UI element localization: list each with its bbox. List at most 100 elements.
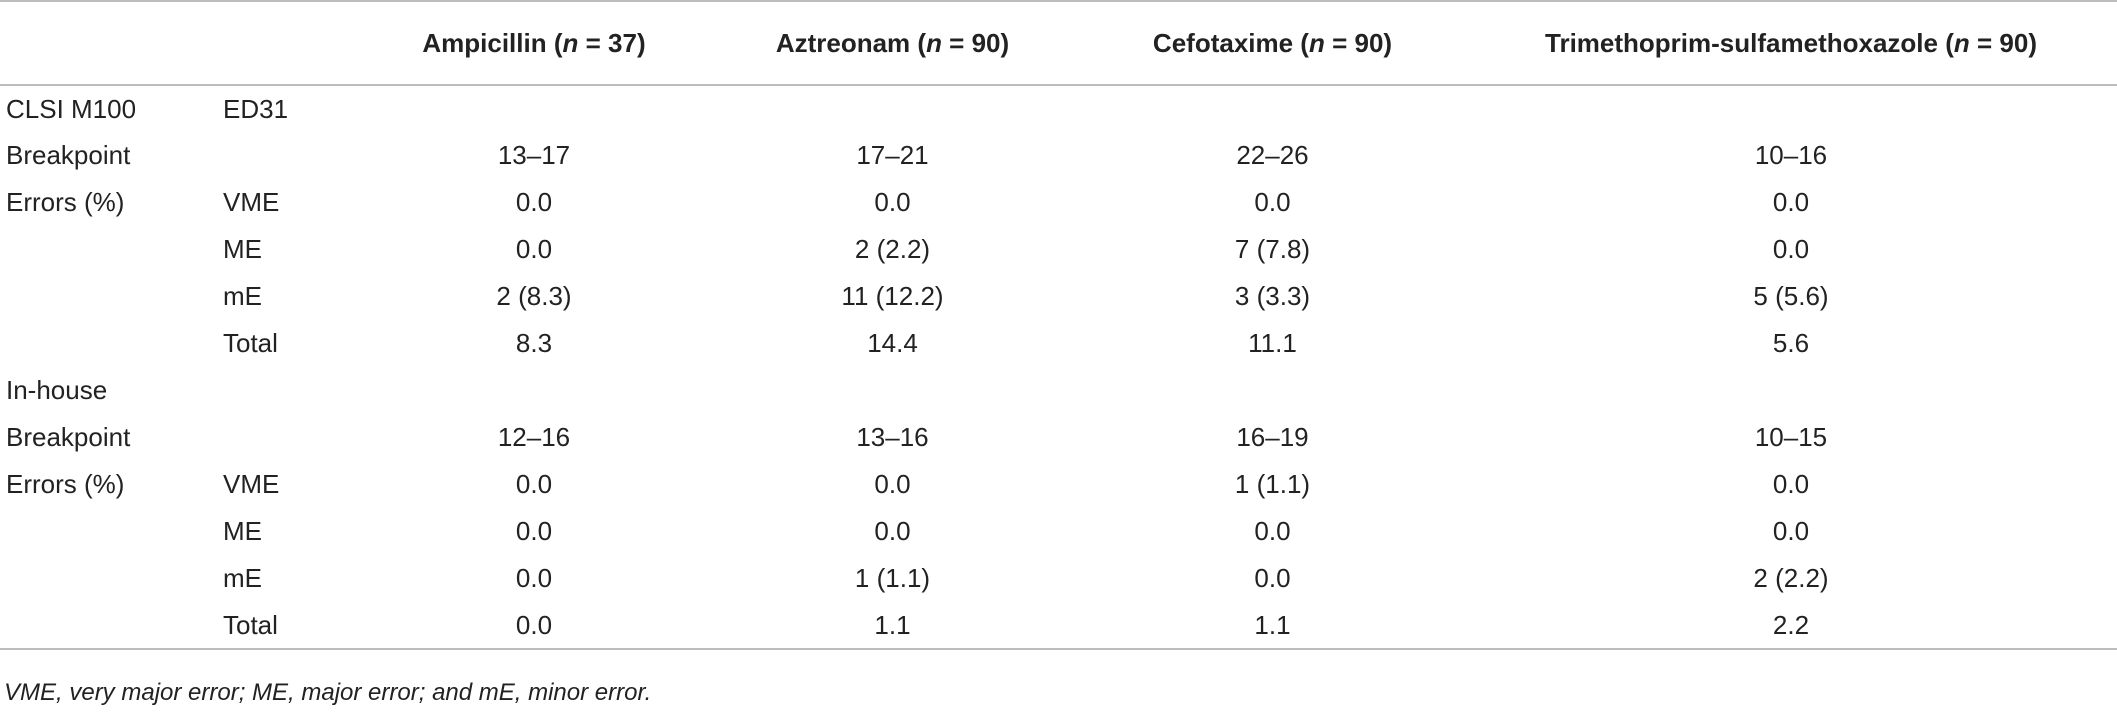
table-header: Ampicillin (n = 37) Aztreonam (n = 90) Cef… (0, 0, 2117, 86)
row-sub-label: VME (223, 469, 280, 499)
column-header: Cefotaxime (n = 90) (1080, 0, 1465, 86)
table-cell: 10–15 (1754, 422, 1828, 452)
row-section-label (0, 555, 223, 602)
table-cell: 0.0 (1772, 187, 1810, 217)
table-cell: 1.1 (1080, 602, 1465, 650)
table-cell: 0.0 (1254, 563, 1291, 593)
column-header-name: Cefotaxime (1152, 27, 1294, 58)
table-cell (1080, 85, 1465, 132)
table-row: Breakpoint 12–16 13–16 16–19 10–15 (0, 414, 2117, 461)
table-cell: 13–17 (497, 140, 571, 170)
column-header: Ampicillin (n = 37) (363, 0, 705, 86)
column-header-n-value: = 37) (578, 27, 646, 58)
table-cell: 1 (1.1) (854, 563, 931, 593)
table-cell: 0.0 (363, 602, 705, 650)
row-section-label (0, 602, 223, 650)
column-header-name: Trimethoprim-sulfamethoxazole (1545, 27, 1938, 58)
header-blank-section (0, 0, 223, 86)
table-cell: 0.0 (874, 469, 911, 499)
row-sub-label (223, 367, 363, 414)
column-header-n-symbol: n (1308, 27, 1325, 58)
table-cell (705, 85, 1080, 132)
table-footnote: VME, very major error; ME, major error; … (4, 679, 652, 706)
table-row: Errors (%) VME 0.0 0.0 0.0 0.0 (0, 179, 2117, 226)
table-cell: 0.0 (1772, 469, 1810, 499)
table-row: Total 8.3 14.4 11.1 5.6 (0, 320, 2117, 367)
header-blank-sub (223, 0, 363, 86)
table-cell (363, 367, 705, 414)
column-header-n-value: = 90) (1324, 27, 1393, 58)
row-sub-label (223, 132, 363, 179)
table-cell: 0.0 (515, 187, 553, 217)
table-cell: 1.1 (705, 602, 1080, 650)
table-cell: 16–19 (1236, 422, 1309, 452)
table-cell: 3 (3.3) (1234, 281, 1311, 311)
table-row: Errors (%) VME 0.0 0.0 1 (1.1) 0.0 (0, 461, 2117, 508)
table-cell: 0.0 (1254, 187, 1291, 217)
table-cell: 1 (1.1) (1234, 469, 1311, 499)
table-cell: 2 (2.2) (1753, 563, 1829, 593)
results-table: Ampicillin (n = 37) Aztreonam (n = 90) Cef… (0, 0, 2117, 650)
column-header-paren-open: ( (1293, 27, 1309, 58)
table-cell: 0.0 (515, 469, 553, 499)
table-row: Total 0.0 1.1 1.1 2.2 (0, 602, 2117, 650)
column-header-name: Ampicillin (422, 27, 547, 58)
table-cell (363, 85, 705, 132)
table-row: mE 2 (8.3) 11 (12.2) 3 (3.3) 5 (5.6) (0, 273, 2117, 320)
row-sub-label: ME (223, 516, 262, 546)
table-cell: 0.0 (515, 234, 553, 264)
table-cell: 14.4 (867, 328, 918, 358)
row-sub-label: mE (223, 563, 262, 593)
row-sub-label: VME (223, 187, 280, 217)
table-row: ME 0.0 0.0 0.0 0.0 (0, 508, 2117, 555)
row-sub-label: mE (223, 281, 262, 311)
column-header: Aztreonam (n = 90) (705, 0, 1080, 86)
table-cell (1465, 367, 2117, 414)
row-section-label: Errors (%) (6, 187, 125, 217)
row-sub-label: Total (223, 602, 363, 650)
row-sub-label: ED31 (223, 93, 289, 124)
table-row: CLSI M100 ED31 (0, 85, 2117, 132)
row-section-label (0, 226, 223, 273)
table-cell: 2 (2.2) (854, 234, 931, 264)
table-row: Breakpoint 13–17 17–21 22–26 10–16 (0, 132, 2117, 179)
column-header-name: Aztreonam (775, 27, 911, 58)
table-cell: 11 (12.2) (841, 281, 944, 311)
table-row: mE 0.0 1 (1.1) 0.0 2 (2.2) (0, 555, 2117, 602)
row-section-label: In-house (6, 375, 108, 405)
column-header-n-symbol: n (1953, 27, 1970, 58)
column-header: Trimethoprim-sulfamethoxazole (n = 90) (1465, 0, 2117, 86)
table-cell: 0.0 (874, 516, 911, 546)
table-cell: 0.0 (515, 563, 553, 593)
table-cell: 12–16 (497, 422, 571, 452)
table-cell: 5 (5.6) (1753, 281, 1829, 311)
table-cell: 17–21 (856, 140, 929, 170)
column-header-paren-open: ( (1937, 27, 1954, 58)
row-sub-label (223, 414, 363, 461)
table-cell: 2 (8.3) (496, 281, 572, 311)
row-section-label (0, 320, 223, 367)
table-cell: 22–26 (1236, 140, 1309, 170)
column-header-n-symbol: n (562, 27, 579, 58)
table-cell: 5.6 (1772, 328, 1810, 358)
table-cell: 10–16 (1754, 140, 1828, 170)
column-header-paren-open: ( (546, 27, 563, 58)
table-cell: 8.3 (515, 328, 553, 358)
table-body: CLSI M100 ED31 Breakpoint 13–17 17–21 22–26 10… (0, 85, 2117, 650)
table-cell (1465, 85, 2117, 132)
row-section-label: Errors (%) (6, 469, 125, 499)
table-cell: 0.0 (1772, 516, 1810, 546)
column-header-paren-open: ( (910, 27, 927, 58)
header-row: Ampicillin (n = 37) Aztreonam (n = 90) Cef… (0, 0, 2117, 86)
table-cell (705, 367, 1080, 414)
table-cell (1080, 367, 1465, 414)
table-cell: 0.0 (1254, 516, 1291, 546)
row-section-label: Breakpoint (6, 422, 131, 452)
table-row: In-house (0, 367, 2117, 414)
column-header-n-value: = 90) (1969, 27, 2037, 58)
table-cell: 2.2 (1465, 602, 2117, 650)
row-section-label (0, 508, 223, 555)
table-cell: 11.1 (1248, 328, 1297, 358)
row-section-label: CLSI M100 (6, 93, 137, 124)
